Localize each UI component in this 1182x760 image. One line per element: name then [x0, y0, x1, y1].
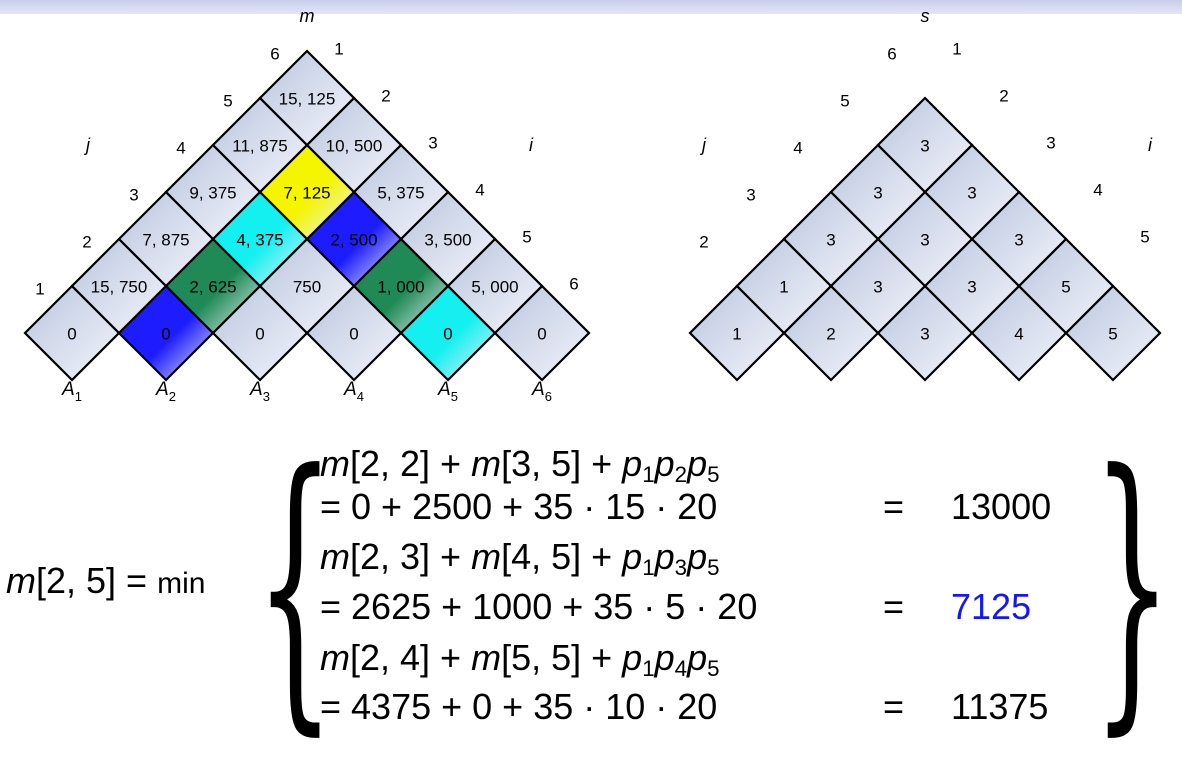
- m-left-axis-label: 5: [223, 92, 232, 111]
- s-left-axis-label: 3: [746, 186, 755, 205]
- m-table-title: m: [300, 6, 315, 26]
- m-right-axis-label: 4: [475, 181, 484, 200]
- m-cell-value: 10, 500: [326, 137, 383, 156]
- m-left-axis-label: 2: [82, 233, 91, 252]
- m-cell-value: 0: [255, 325, 264, 344]
- s-cell: [876, 96, 974, 194]
- s-cell-value: 2: [826, 325, 835, 344]
- s-right-axis-label: 5: [1140, 228, 1149, 247]
- s-cell-value: 3: [826, 231, 835, 250]
- option-1-result: 13000: [951, 486, 1052, 527]
- option-2-equals: =: [883, 586, 905, 627]
- s-j-label: j: [699, 135, 707, 155]
- s-cell-value: 3: [967, 278, 976, 297]
- m-cell-value: 0: [161, 325, 170, 344]
- option-2-expression: m[2, 3] + m[4, 5] + p1p3p5: [320, 536, 720, 581]
- option-2-result: 7125: [951, 586, 1032, 627]
- left-brace: {: [255, 411, 336, 760]
- m-cell-value: 4, 375: [236, 231, 283, 250]
- option-3-expression: m[2, 4] + m[5, 5] + p1p4p5: [320, 637, 720, 682]
- option-2-calculation: = 2625 + 1000 + 35 · 5 · 20: [320, 586, 758, 627]
- s-right-axis-label: 4: [1093, 181, 1102, 200]
- s-left-axis-label: 6: [887, 45, 896, 64]
- s-table: 1 2 3 4 5 1 3 3 5 3 3 3 3 3 3: [688, 96, 1162, 382]
- option-1-expression: m[2, 2] + m[3, 5] + p1p2p5: [320, 443, 720, 488]
- m-cell-value: 11, 875: [232, 137, 287, 156]
- m-right-axis-label: 2: [381, 87, 390, 106]
- s-i-label: i: [1148, 135, 1153, 155]
- m-cell-value: 2, 500: [330, 231, 377, 250]
- m-cell-value: 1, 000: [377, 278, 424, 297]
- m-left-axis-label: 4: [176, 139, 185, 158]
- s-cell-value: 5: [1061, 278, 1070, 297]
- matrix-label: A3: [249, 379, 270, 404]
- m-cell-value: 0: [443, 325, 452, 344]
- s-cell-value: 1: [779, 278, 788, 297]
- matrix-label: A2: [155, 379, 176, 404]
- m-right-axis-label: 5: [522, 228, 531, 247]
- m-cell: [258, 49, 356, 147]
- s-right-axis-label: 3: [1046, 134, 1055, 153]
- m-cell-value: 2, 625: [189, 278, 236, 297]
- m-cell-value: 7, 875: [142, 231, 189, 250]
- m-cell-value: 9, 375: [189, 184, 236, 203]
- s-cell-value: 3: [873, 184, 882, 203]
- option-3-calculation: = 4375 + 0 + 35 · 10 · 20: [320, 686, 718, 727]
- m-left-axis-label: 1: [35, 280, 44, 299]
- m-cell-value: 0: [67, 325, 76, 344]
- s-cell-value: 3: [1014, 231, 1023, 250]
- s-right-axis-label: 2: [999, 87, 1008, 106]
- m-left-axis-label: 6: [270, 45, 279, 64]
- m-right-axis-label: 6: [569, 275, 578, 294]
- m-i-label: i: [529, 135, 534, 155]
- matrix-label: A6: [531, 379, 552, 404]
- s-left-axis-label: 5: [840, 92, 849, 111]
- equation-lhs: m[2, 5] = min: [6, 563, 205, 599]
- s-cell-value: 3: [920, 231, 929, 250]
- option-3-result: 11375: [951, 686, 1049, 727]
- s-cell-value: 3: [873, 278, 882, 297]
- lhs-args: [2, 5] =: [36, 560, 158, 601]
- s-cell-value: 3: [967, 184, 976, 203]
- s-table-title: s: [921, 6, 930, 26]
- matrix-label: A5: [437, 379, 458, 404]
- s-left-axis-label: 4: [793, 139, 802, 158]
- s-cell-value: 3: [920, 325, 929, 344]
- option-3-equals: =: [883, 686, 905, 727]
- matrix-label: A1: [61, 379, 82, 404]
- slide-header-bar: [0, 0, 1182, 14]
- m-cell-value: 0: [537, 325, 546, 344]
- m-cell-value: 0: [349, 325, 358, 344]
- min-label: min: [157, 567, 206, 600]
- s-cell-value: 5: [1108, 325, 1117, 344]
- m-cell-value: 15, 750: [91, 278, 148, 297]
- right-brace: }: [1092, 411, 1173, 760]
- option-1-calculation: = 0 + 2500 + 35 · 15 · 20: [320, 486, 718, 527]
- m-cell-value: 5, 375: [377, 184, 424, 203]
- m-right-axis-label: 1: [334, 40, 343, 59]
- matrix-label: A4: [343, 379, 364, 404]
- m-left-axis-label: 3: [129, 186, 138, 205]
- s-left-axis-label: 2: [699, 233, 708, 252]
- lhs-variable: m: [6, 560, 36, 601]
- s-right-axis-label: 1: [952, 40, 961, 59]
- s-cell-value: 1: [732, 325, 741, 344]
- m-table: 0 0 0 0 0 0 15, 750 2, 625 750 1, 000 5, 000 7, 875…: [23, 49, 591, 382]
- m-cell-value: 7, 125: [283, 184, 330, 203]
- m-cell-value: 15, 125: [279, 90, 336, 109]
- option-1-equals: =: [883, 486, 905, 527]
- m-right-axis-label: 3: [428, 134, 437, 153]
- s-cell-value: 4: [1014, 325, 1023, 344]
- m-cell-value: 5, 000: [471, 278, 518, 297]
- m-cell-value: 3, 500: [424, 231, 471, 250]
- triangle-tables: 0 0 0 0 0 0 15, 750 2, 625 750 1, 000 5, 000 7, 875…: [23, 6, 1162, 404]
- s-cell-value: 3: [920, 137, 929, 156]
- m-j-label: j: [83, 135, 91, 155]
- m-cell-value: 750: [293, 278, 321, 297]
